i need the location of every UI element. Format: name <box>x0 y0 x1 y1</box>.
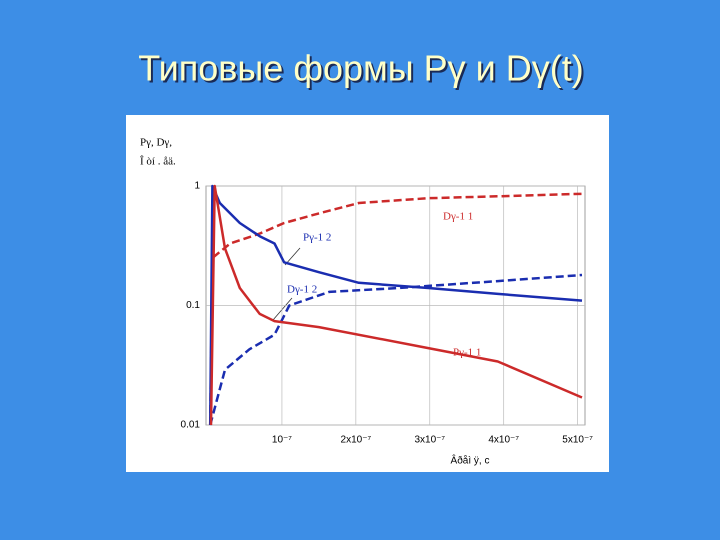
series-line <box>208 192 583 426</box>
series-line <box>208 273 583 426</box>
series-line <box>209 184 583 426</box>
y-tick-label: 0.1 <box>186 300 200 311</box>
y-tick-label: 0.01 <box>181 420 201 431</box>
series-label: Dγ-1 2 <box>287 284 317 296</box>
leader-line <box>272 297 293 321</box>
y-axis-label-unit: Î òí . åä. <box>140 156 176 168</box>
title-shadow: Типовые формы Pγ и Dγ(t) <box>140 50 585 91</box>
y-tick-label: 1 <box>194 181 200 192</box>
series-line <box>208 184 583 426</box>
x-tick-label: 3x10⁻⁷ <box>414 435 445 446</box>
y-axis-label: Pγ, Dγ, <box>140 137 172 149</box>
x-tick-label: 4x10⁻⁷ <box>488 435 519 446</box>
x-axis-label: Âðåì ÿ, c <box>451 454 490 467</box>
chart-panel <box>126 115 609 472</box>
series-label: Dγ-1 1 <box>443 211 473 223</box>
series-label: Pγ-1 1 <box>453 347 481 359</box>
x-tick-label: 5x10⁻⁷ <box>562 435 593 446</box>
slide-title: Типовые формы Pγ и Dγ(t) <box>138 48 583 89</box>
series-label: Pγ-1 2 <box>303 232 331 244</box>
x-tick-label: 10⁻⁷ <box>272 435 292 446</box>
x-tick-label: 2x10⁻⁷ <box>341 435 372 446</box>
